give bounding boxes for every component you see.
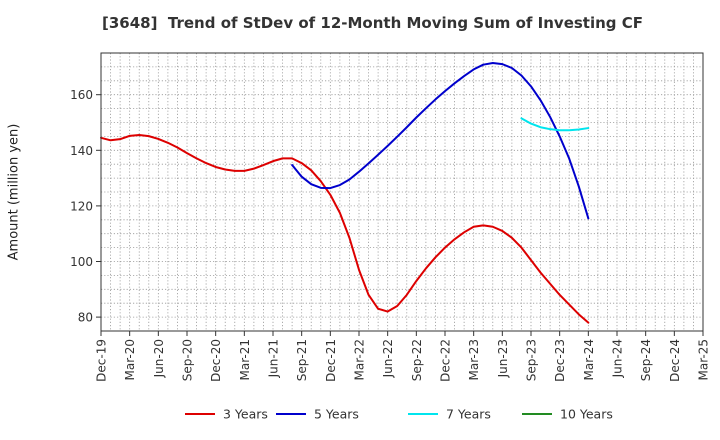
x-tick-label: Dec-24 bbox=[668, 339, 682, 382]
legend-label: 7 Years bbox=[446, 407, 491, 422]
x-tick-label: Jun-24 bbox=[611, 339, 625, 378]
x-tick-label: Mar-25 bbox=[697, 339, 711, 380]
y-tick-label: 100 bbox=[70, 255, 93, 269]
legend-label: 10 Years bbox=[560, 407, 613, 422]
x-tick-label: Dec-19 bbox=[95, 339, 109, 382]
x-tick-label: Jun-23 bbox=[496, 339, 510, 378]
legend-label: 3 Years bbox=[223, 407, 268, 422]
series-line-7-years bbox=[520, 117, 590, 132]
x-tick-label: Dec-20 bbox=[209, 339, 223, 382]
y-tick-label: 80 bbox=[78, 311, 93, 325]
x-tick-label: Jun-21 bbox=[267, 339, 281, 378]
chart-title: [3648] Trend of StDev of 12-Month Moving… bbox=[102, 14, 644, 32]
y-tick-label: 140 bbox=[70, 144, 93, 158]
x-tick-label: Jun-20 bbox=[152, 339, 166, 378]
legend-label: 5 Years bbox=[314, 407, 359, 422]
y-tick-label: 160 bbox=[70, 88, 93, 102]
x-tick-label: Dec-21 bbox=[324, 339, 338, 382]
x-axis-ticks: Dec-19 Mar-20 Jun-20 Sep-20 Dec-20 Mar-21 Jun-… bbox=[95, 331, 711, 382]
x-tick-label: Mar-22 bbox=[353, 339, 367, 380]
x-tick-label: Sep-22 bbox=[410, 339, 424, 381]
x-tick-label: Mar-21 bbox=[238, 339, 252, 380]
x-tick-label: Sep-21 bbox=[295, 339, 309, 381]
series-line-5-years bbox=[291, 62, 590, 220]
x-tick-label: Jun-22 bbox=[381, 339, 395, 378]
x-tick-label: Mar-20 bbox=[123, 339, 137, 380]
plot-frame bbox=[100, 52, 704, 332]
series-layer bbox=[100, 62, 590, 324]
x-tick-label: Dec-22 bbox=[439, 339, 453, 382]
x-tick-label: Sep-24 bbox=[639, 339, 653, 381]
y-axis-ticks: 80 100 120 140 160 bbox=[70, 88, 101, 325]
x-tick-label: Sep-20 bbox=[181, 339, 195, 381]
legend: 3 Years 5 Years 7 Years 10 Years bbox=[185, 407, 613, 422]
series-line-3-years bbox=[100, 134, 590, 324]
grid-lines bbox=[101, 53, 703, 331]
x-tick-label: Mar-24 bbox=[582, 339, 596, 380]
x-tick-label: Dec-23 bbox=[553, 339, 567, 382]
x-tick-label: Sep-23 bbox=[525, 339, 539, 381]
y-tick-label: 120 bbox=[70, 199, 93, 213]
x-tick-label: Mar-23 bbox=[467, 339, 481, 380]
